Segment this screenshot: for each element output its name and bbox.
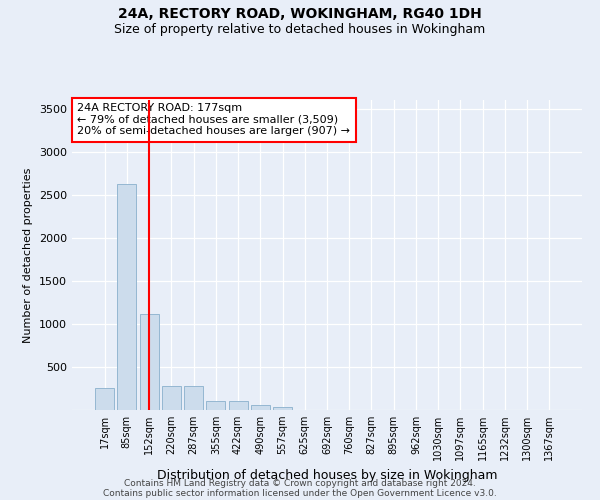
Bar xyxy=(118,184,136,410)
Text: Contains HM Land Registry data © Crown copyright and database right 2024.: Contains HM Land Registry data © Crown c… xyxy=(124,478,476,488)
Bar xyxy=(140,314,158,410)
Text: Contains public sector information licensed under the Open Government Licence v3: Contains public sector information licen… xyxy=(103,488,497,498)
X-axis label: Distribution of detached houses by size in Wokingham: Distribution of detached houses by size … xyxy=(157,468,497,481)
Bar xyxy=(95,388,114,410)
Bar xyxy=(273,406,292,410)
Bar xyxy=(229,402,248,410)
Text: 24A, RECTORY ROAD, WOKINGHAM, RG40 1DH: 24A, RECTORY ROAD, WOKINGHAM, RG40 1DH xyxy=(118,8,482,22)
Bar xyxy=(184,386,203,410)
Text: 24A RECTORY ROAD: 177sqm
← 79% of detached houses are smaller (3,509)
20% of sem: 24A RECTORY ROAD: 177sqm ← 79% of detach… xyxy=(77,103,350,136)
Bar xyxy=(206,402,225,410)
Bar xyxy=(162,386,181,410)
Bar xyxy=(251,406,270,410)
Y-axis label: Number of detached properties: Number of detached properties xyxy=(23,168,34,342)
Text: Size of property relative to detached houses in Wokingham: Size of property relative to detached ho… xyxy=(115,22,485,36)
